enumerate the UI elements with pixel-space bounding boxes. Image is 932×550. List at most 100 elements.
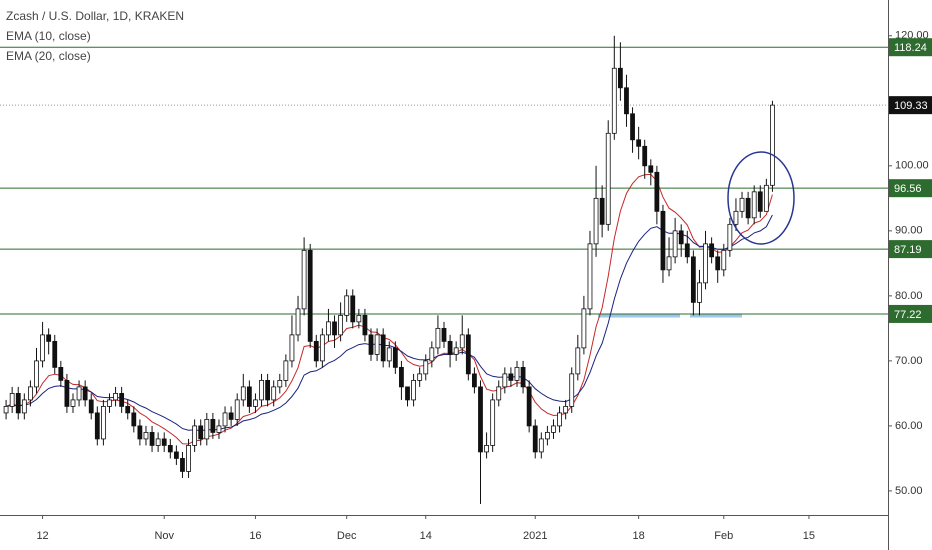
y-tick-label: 80.00 (895, 290, 923, 302)
candle-body (453, 347, 459, 355)
candle-body (703, 243, 708, 284)
candle-body (715, 256, 721, 271)
level-label-box (889, 179, 932, 198)
candle-body (745, 197, 751, 219)
candle-body (490, 399, 496, 446)
x-tick-label: Feb (714, 530, 733, 542)
candle-body (344, 295, 350, 316)
candle-body (119, 393, 125, 407)
candle-body (593, 197, 599, 245)
candle-body (459, 334, 465, 349)
candle-body (502, 373, 508, 388)
candle-body (739, 197, 745, 212)
candle-body (575, 347, 581, 375)
candle-body (234, 399, 240, 420)
candle-body (94, 412, 100, 440)
candle-body (210, 419, 216, 433)
candle-body (660, 210, 666, 271)
x-tick-label: 14 (420, 530, 432, 542)
y-tick-label: 90.00 (895, 225, 923, 237)
candle-body (289, 334, 295, 362)
x-tick-label: 12 (36, 530, 48, 542)
candle-body (319, 334, 325, 362)
candle-body (88, 399, 94, 414)
level-label: 118.24 (894, 42, 927, 54)
candle-body (721, 249, 727, 271)
level-label-box (889, 240, 932, 259)
candle-body (386, 347, 392, 362)
candle-body (478, 386, 483, 453)
candle-body (733, 210, 739, 225)
candle-body (654, 171, 660, 212)
candle-body (173, 451, 179, 459)
y-tick-label: 70.00 (895, 355, 923, 367)
candle-body (697, 282, 702, 303)
level-label-box (889, 304, 932, 323)
candle-body (283, 360, 289, 381)
x-tick-label: Nov (154, 530, 174, 542)
candle-body (690, 256, 696, 303)
candle-body (228, 412, 234, 420)
candle-body (684, 243, 690, 258)
candle-body (350, 295, 356, 323)
candle-body (508, 373, 514, 381)
candle-body (307, 249, 313, 342)
candle-body (672, 230, 678, 258)
candle-body (484, 445, 489, 453)
level-label-box (889, 38, 932, 57)
candle-body (155, 438, 161, 446)
candle-body (563, 406, 569, 414)
candle-body (362, 314, 368, 336)
candle-body (82, 386, 88, 401)
candle-body (520, 366, 526, 388)
level-label: 96.56 (894, 183, 922, 195)
candle-body (253, 399, 258, 407)
y-tick-label: 50.00 (895, 485, 923, 497)
candle-body (338, 314, 344, 336)
candle-body (581, 308, 587, 349)
candle-body (709, 243, 715, 258)
candle-body (599, 197, 605, 225)
candle-body (100, 406, 106, 440)
candle-body (630, 113, 635, 141)
candle-body (763, 184, 769, 212)
candle-body (417, 373, 423, 381)
candle-body (277, 379, 283, 388)
candle-body (526, 386, 532, 427)
candle-body (198, 425, 204, 440)
candle-body (514, 366, 520, 381)
candle-body (532, 425, 538, 453)
candle-body (472, 373, 477, 388)
x-tick-label: 2021 (523, 530, 547, 542)
candle-body (240, 386, 246, 401)
x-tick-label: 18 (633, 530, 645, 542)
candle-body (557, 412, 562, 427)
y-tick-label: 100.00 (895, 160, 929, 172)
candle-body (405, 386, 410, 401)
candle-body (143, 432, 149, 440)
last-price-box (889, 96, 932, 115)
candle-body (204, 419, 210, 440)
candle-body (374, 334, 380, 355)
candle-body (624, 87, 629, 115)
candle-body (246, 386, 252, 407)
candle-body (167, 445, 173, 453)
candle-body (76, 386, 82, 401)
candle-body (666, 256, 672, 271)
candle-body (46, 334, 52, 342)
candle-body (15, 393, 21, 414)
candle-body (423, 360, 429, 375)
candle-body (447, 340, 453, 355)
candle-body (678, 230, 684, 245)
candle-body (435, 327, 441, 349)
candle-body (137, 425, 143, 440)
candle-body (192, 425, 198, 446)
candle-body (770, 104, 775, 186)
candle-body (551, 425, 556, 433)
candle-body (538, 438, 544, 453)
candle-body (392, 347, 398, 368)
x-tick-label: 16 (249, 530, 261, 542)
candle-body (411, 379, 416, 401)
chart-title: Zcash / U.S. Dollar, 1D, KRAKEN (6, 9, 184, 23)
